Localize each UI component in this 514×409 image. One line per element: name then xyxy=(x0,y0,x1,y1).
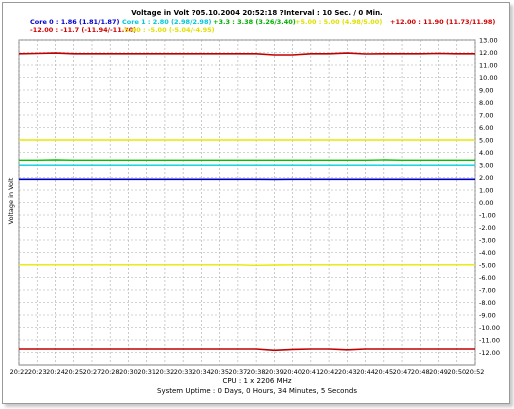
legend-entry: +5.00 : 5.00 (4.98/5.00) xyxy=(295,18,382,26)
y-tick-label: 5.00 xyxy=(479,137,493,145)
y-tick-label: 9.00 xyxy=(479,87,493,95)
x-tick-label: 20:40 xyxy=(283,368,302,376)
y-tick-label: 13.00 xyxy=(479,37,498,45)
x-tick-label: 20:25 xyxy=(64,368,83,376)
legend-entry: +12.00 : 11.90 (11.73/11.98) xyxy=(390,18,495,26)
y-tick-label: 0.00 xyxy=(479,199,493,207)
x-tick-label: 20:34 xyxy=(192,368,211,376)
y-tick-label: 2.00 xyxy=(479,174,493,182)
x-tick-label: 20:47 xyxy=(393,368,412,376)
y-tick-label: -9.00 xyxy=(479,312,496,320)
y-tick-label: -11.00 xyxy=(479,337,500,345)
legend-entry: Core 0 : 1.86 (1.81/1.87) xyxy=(30,18,119,26)
y-tick-label: 8.00 xyxy=(479,99,493,107)
x-tick-label: 20:48 xyxy=(411,368,430,376)
x-tick-label: 20:28 xyxy=(101,368,120,376)
x-tick-label: 20:52 xyxy=(466,368,485,376)
x-tick-label: 20:24 xyxy=(46,368,65,376)
y-tick-label: -1.00 xyxy=(479,212,496,220)
cpu-info: CPU : 1 x 2206 MHz xyxy=(222,377,292,385)
x-tick-label: 20:27 xyxy=(83,368,102,376)
x-tick-label: 20:41 xyxy=(301,368,320,376)
y-tick-label: 3.00 xyxy=(479,162,493,170)
legend-entry: -5.00 : -5.00 (-5.04/-4.95) xyxy=(122,26,215,34)
y-tick-label: -2.00 xyxy=(479,224,496,232)
x-tick-label: 20:43 xyxy=(338,368,357,376)
y-tick-label: -5.00 xyxy=(479,262,496,270)
x-tick-label: 20:22 xyxy=(10,368,29,376)
legend-entry: -12.00 : -11.7 (-11.94/-11.70) xyxy=(30,26,136,34)
y-tick-label: 1.00 xyxy=(479,187,493,195)
system-uptime: System Uptime : 0 Days, 0 Hours, 34 Minu… xyxy=(157,387,357,395)
y-tick-label: 12.00 xyxy=(479,49,498,57)
x-tick-label: 20:45 xyxy=(374,368,393,376)
y-tick-label: 7.00 xyxy=(479,112,493,120)
y-tick-label: 10.00 xyxy=(479,74,498,82)
x-tick-label: 20:31 xyxy=(137,368,156,376)
y-tick-label: -6.00 xyxy=(479,274,496,282)
x-tick-label: 20:35 xyxy=(210,368,229,376)
x-tick-label: 20:23 xyxy=(28,368,47,376)
x-tick-label: 20:37 xyxy=(229,368,248,376)
plot-area: 13.00 12.00 11.00 10.00 9.00 8.00 7.00 6.00 5.00… xyxy=(10,37,500,377)
y-tick-label: -12.00 xyxy=(479,349,500,357)
y-tick-label: 11.00 xyxy=(479,62,498,70)
x-tick-label: 20:38 xyxy=(247,368,266,376)
y-tick-label: -8.00 xyxy=(479,299,496,307)
x-tick-label: 20:39 xyxy=(265,368,284,376)
x-tick-label: 20:30 xyxy=(119,368,138,376)
x-tick-label: 20:42 xyxy=(320,368,339,376)
x-tick-label: 20:32 xyxy=(156,368,175,376)
x-tick-label: 20:33 xyxy=(174,368,193,376)
y-tick-label: -7.00 xyxy=(479,287,496,295)
x-tick-label: 20:44 xyxy=(356,368,375,376)
y-tick-label: 6.00 xyxy=(479,124,493,132)
series-line xyxy=(19,348,475,352)
y-tick-label: 4.00 xyxy=(479,149,493,157)
legend-entry: Core 1 : 2.80 (2.98/2.98) xyxy=(122,18,211,26)
chart-title: Voltage in Volt ?05.10.2004 20:52:18 ?In… xyxy=(131,9,382,17)
series-line xyxy=(18,52,475,56)
y-tick-label: -4.00 xyxy=(479,249,496,257)
legend: Core 0 : 1.86 (1.81/1.87) Core 1 : 2.80 (… xyxy=(30,18,495,34)
y-tick-label: -10.00 xyxy=(479,324,500,332)
series-line xyxy=(19,264,475,267)
legend-entry: +3.3 : 3.38 (3.26/3.40) xyxy=(213,18,296,26)
y-axis-label: Voltage in Volt xyxy=(7,177,15,224)
y-tick-label: -3.00 xyxy=(479,237,496,245)
x-tick-label: 20:50 xyxy=(447,368,466,376)
x-tick-label: 20:49 xyxy=(429,368,448,376)
